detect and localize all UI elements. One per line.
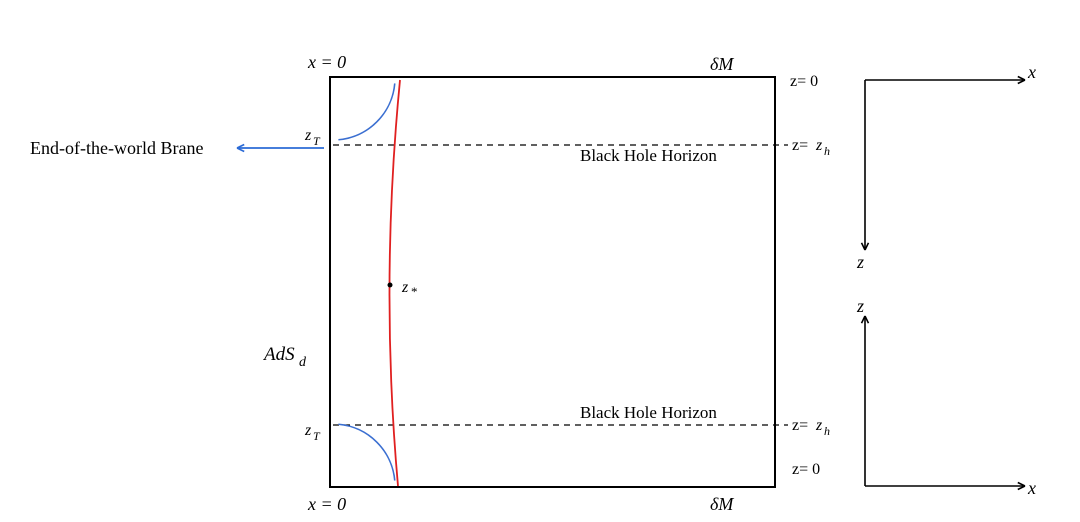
- label: Black Hole Horizon: [580, 146, 717, 165]
- label: z: [815, 417, 823, 434]
- label: z: [304, 422, 312, 439]
- brane-arc-bottom: [338, 424, 394, 480]
- label: z: [856, 252, 864, 272]
- label: z=: [792, 417, 808, 434]
- label: z= 0: [792, 461, 820, 478]
- label: h: [824, 144, 830, 158]
- turning-point: [388, 283, 393, 288]
- label: AdS: [262, 344, 295, 365]
- brane-arc-top: [338, 83, 394, 139]
- label: δM: [710, 494, 734, 514]
- label: h: [824, 424, 830, 438]
- label: z: [856, 296, 864, 316]
- label: d: [299, 355, 307, 370]
- label: δM: [710, 54, 734, 74]
- label: x: [1027, 62, 1036, 82]
- label: End-of-the-world Brane: [30, 138, 203, 158]
- label: z= 0: [790, 73, 818, 90]
- label: z: [815, 137, 823, 154]
- label: Black Hole Horizon: [580, 403, 717, 422]
- diagram-canvas: x = 0x = 0δMδMz= 0z= 0z= zhz= zhzTzTBlac…: [0, 0, 1080, 522]
- label: T: [313, 429, 321, 443]
- label: x: [1027, 478, 1036, 498]
- label: z: [401, 279, 409, 296]
- label: T: [313, 134, 321, 148]
- label: *: [411, 284, 418, 299]
- label: z: [304, 127, 312, 144]
- label: z=: [792, 137, 808, 154]
- label: x = 0: [307, 52, 346, 72]
- label: x = 0: [307, 494, 346, 514]
